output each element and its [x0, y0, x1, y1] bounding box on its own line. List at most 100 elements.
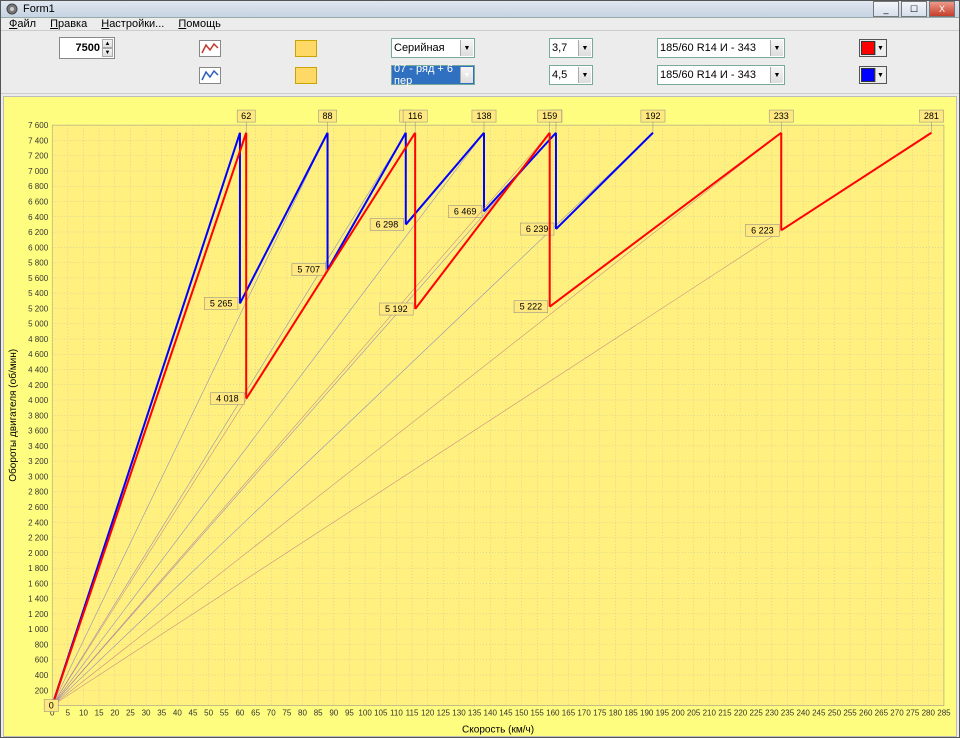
ratio-select-2[interactable]: 4,5▼	[549, 65, 593, 85]
chart-icon-1[interactable]	[199, 40, 221, 57]
svg-text:5 192: 5 192	[385, 304, 408, 314]
window-title: Form1	[23, 3, 873, 15]
svg-text:3 400: 3 400	[28, 442, 49, 451]
close-button[interactable]: X	[929, 1, 955, 17]
svg-text:275: 275	[906, 709, 920, 718]
svg-text:400: 400	[35, 671, 49, 680]
svg-text:4 400: 4 400	[28, 366, 49, 375]
maximize-button[interactable]: ☐	[901, 1, 927, 17]
svg-text:3 800: 3 800	[28, 411, 49, 420]
svg-text:6 800: 6 800	[28, 182, 49, 191]
rpm-spinner[interactable]: 7500 ▲▼	[59, 37, 115, 59]
svg-text:60: 60	[235, 709, 244, 718]
svg-text:4 200: 4 200	[28, 381, 49, 390]
menu-help[interactable]: Помощь	[178, 18, 221, 30]
window-buttons: _ ☐ X	[873, 1, 955, 17]
toolbar-row-2: 07 - ряд + 6 пер▼ 4,5▼ 185/60 R14 И - 34…	[9, 65, 951, 85]
svg-text:125: 125	[437, 709, 451, 718]
svg-text:210: 210	[703, 709, 717, 718]
svg-text:Скорость (км/ч): Скорость (км/ч)	[462, 725, 534, 736]
svg-text:185: 185	[624, 709, 638, 718]
svg-text:6 239: 6 239	[526, 224, 549, 234]
svg-text:115: 115	[406, 709, 419, 718]
svg-text:90: 90	[329, 709, 338, 718]
svg-text:6 000: 6 000	[28, 243, 49, 252]
menu-settings[interactable]: Настройки...	[101, 18, 164, 30]
menu-edit[interactable]: Правка	[50, 18, 87, 30]
svg-text:245: 245	[812, 709, 826, 718]
svg-text:5: 5	[66, 709, 71, 718]
yellow-icon-1[interactable]	[295, 40, 317, 57]
svg-text:250: 250	[828, 709, 842, 718]
app-icon	[5, 2, 19, 16]
svg-text:70: 70	[267, 709, 276, 718]
svg-text:0: 0	[49, 701, 54, 711]
svg-text:6 200: 6 200	[28, 228, 49, 237]
svg-text:190: 190	[640, 709, 654, 718]
svg-text:5 000: 5 000	[28, 320, 49, 329]
spinner-arrows[interactable]: ▲▼	[102, 39, 113, 57]
app-window: Form1 _ ☐ X Файл Правка Настройки... Пом…	[0, 0, 960, 738]
svg-text:200: 200	[671, 709, 685, 718]
transmission-select-1[interactable]: Серийная▼	[391, 38, 475, 58]
svg-text:10: 10	[79, 709, 88, 718]
svg-text:80: 80	[298, 709, 307, 718]
svg-text:1 600: 1 600	[28, 579, 49, 588]
svg-text:6 600: 6 600	[28, 198, 49, 207]
svg-text:1 800: 1 800	[28, 564, 49, 573]
menu-file[interactable]: Файл	[9, 18, 36, 30]
yellow-icon-2[interactable]	[295, 67, 317, 84]
svg-text:280: 280	[922, 709, 936, 718]
svg-text:233: 233	[774, 111, 789, 121]
svg-text:3 000: 3 000	[28, 472, 49, 481]
svg-text:215: 215	[718, 709, 732, 718]
svg-text:170: 170	[577, 709, 591, 718]
svg-text:192: 192	[645, 111, 660, 121]
svg-text:5 707: 5 707	[297, 265, 320, 275]
chart-icon-2[interactable]	[199, 67, 221, 84]
svg-text:100: 100	[358, 709, 372, 718]
svg-text:40: 40	[173, 709, 182, 718]
ratio-select-1[interactable]: 3,7▼	[549, 38, 593, 58]
svg-text:105: 105	[374, 709, 388, 718]
svg-text:1 200: 1 200	[28, 610, 49, 619]
svg-text:7 200: 7 200	[28, 152, 49, 161]
svg-text:235: 235	[781, 709, 795, 718]
svg-text:5 800: 5 800	[28, 259, 49, 268]
transmission-select-2[interactable]: 07 - ряд + 6 пер▼	[391, 65, 475, 85]
color-picker-1[interactable]: ▼	[859, 39, 887, 57]
svg-text:35: 35	[157, 709, 166, 718]
titlebar[interactable]: Form1 _ ☐ X	[1, 1, 959, 18]
svg-text:62: 62	[241, 111, 251, 121]
svg-text:2 600: 2 600	[28, 503, 49, 512]
minimize-button[interactable]: _	[873, 1, 899, 17]
tyre-select-2[interactable]: 185/60 R14 И - 343▼	[657, 65, 785, 85]
svg-text:285: 285	[937, 709, 951, 718]
svg-text:5 222: 5 222	[520, 302, 543, 312]
svg-text:205: 205	[687, 709, 701, 718]
svg-text:55: 55	[220, 709, 229, 718]
svg-text:7 000: 7 000	[28, 167, 49, 176]
svg-text:95: 95	[345, 709, 354, 718]
svg-text:5 400: 5 400	[28, 289, 49, 298]
svg-text:20: 20	[110, 709, 119, 718]
svg-text:3 200: 3 200	[28, 457, 49, 466]
svg-text:6 298: 6 298	[376, 220, 399, 230]
svg-text:140: 140	[484, 709, 498, 718]
svg-text:150: 150	[515, 709, 529, 718]
svg-text:220: 220	[734, 709, 748, 718]
svg-text:200: 200	[35, 686, 49, 695]
color-picker-2[interactable]: ▼	[859, 66, 887, 84]
svg-text:225: 225	[750, 709, 764, 718]
svg-text:65: 65	[251, 709, 260, 718]
svg-text:281: 281	[924, 111, 939, 121]
svg-text:3 600: 3 600	[28, 427, 49, 436]
svg-text:165: 165	[562, 709, 576, 718]
svg-text:45: 45	[189, 709, 198, 718]
color-swatch-2	[861, 68, 875, 82]
svg-text:5 600: 5 600	[28, 274, 49, 283]
svg-text:138: 138	[476, 111, 491, 121]
svg-text:1 000: 1 000	[28, 625, 49, 634]
tyre-select-1[interactable]: 185/60 R14 И - 343▼	[657, 38, 785, 58]
svg-text:50: 50	[204, 709, 213, 718]
